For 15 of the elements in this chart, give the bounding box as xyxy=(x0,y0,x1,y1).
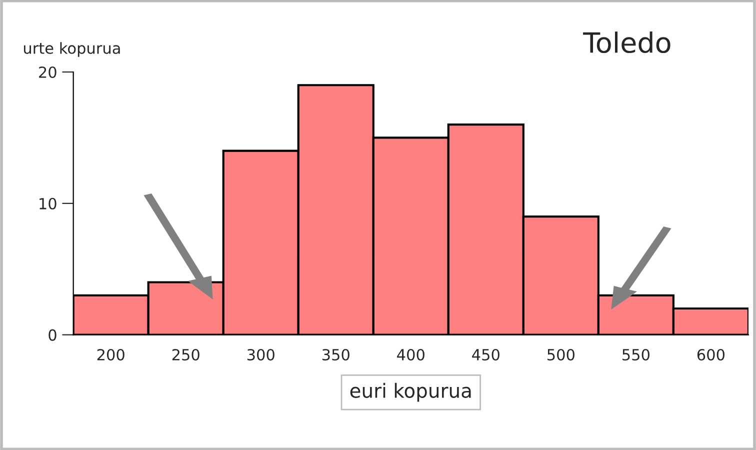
y-tick-label: 20 xyxy=(39,66,56,78)
x-axis-title: euri kopurua xyxy=(350,382,471,402)
x-tick-label: 200 xyxy=(97,348,124,361)
y-tick-label: 0 xyxy=(48,329,56,341)
x-tick-label: 300 xyxy=(247,348,274,361)
x-tick-label: 350 xyxy=(322,348,350,361)
x-tick-label: 600 xyxy=(697,348,724,361)
x-tick-label: 400 xyxy=(397,348,424,361)
x-tick-label: 450 xyxy=(472,348,500,361)
x-tick-label: 250 xyxy=(172,348,200,361)
x-tick-label: 500 xyxy=(548,348,574,361)
chart-title: Toledo xyxy=(583,32,670,54)
x-tick-label: 550 xyxy=(622,348,650,361)
y-tick-label: 10 xyxy=(40,198,56,210)
y-axis-title: urte kopurua xyxy=(24,42,120,57)
